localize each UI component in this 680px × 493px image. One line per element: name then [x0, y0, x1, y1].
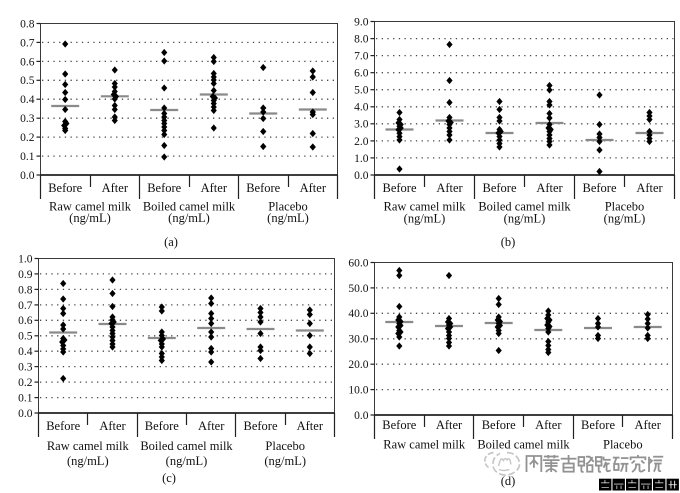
svg-text:Before: Before [482, 181, 516, 195]
svg-text:0.1: 0.1 [18, 392, 33, 404]
svg-text:3.0: 3.0 [354, 119, 369, 131]
svg-text:50.0: 50.0 [348, 283, 368, 295]
svg-text:(ng/mL): (ng/mL) [69, 211, 111, 225]
svg-text:4.0: 4.0 [354, 102, 369, 114]
svg-text:0.0: 0.0 [354, 170, 369, 182]
svg-text:6.0: 6.0 [354, 68, 369, 80]
svg-text:8.0: 8.0 [354, 34, 369, 46]
svg-text:(ng/mL): (ng/mL) [166, 454, 208, 468]
svg-text:0.0: 0.0 [354, 410, 369, 422]
svg-text:Before: Before [246, 181, 280, 195]
svg-text:20.0: 20.0 [348, 359, 368, 371]
svg-text:0.8: 0.8 [18, 284, 33, 296]
svg-text:0.3: 0.3 [20, 113, 35, 125]
svg-text:Before: Before [581, 418, 615, 432]
svg-text:Placebo: Placebo [268, 200, 308, 214]
svg-text:After: After [636, 181, 663, 195]
svg-text:Before: Before [582, 181, 616, 195]
svg-text:Placebo: Placebo [265, 439, 305, 453]
svg-text:0.5: 0.5 [20, 75, 35, 87]
svg-text:After: After [201, 181, 228, 195]
svg-text:(ng/mL): (ng/mL) [67, 454, 109, 468]
svg-text:After: After [436, 181, 463, 195]
svg-text:Raw camel milk: Raw camel milk [383, 438, 466, 452]
svg-text:0.0: 0.0 [20, 170, 35, 182]
svg-text:5.0: 5.0 [354, 85, 369, 97]
svg-text:Before: Before [46, 419, 80, 433]
svg-text:1.0: 1.0 [18, 253, 33, 265]
svg-text:0.9: 0.9 [18, 269, 33, 281]
svg-text:Before: Before [382, 418, 416, 432]
svg-text:0.6: 0.6 [20, 56, 35, 68]
svg-text:Raw camel milk: Raw camel milk [384, 200, 467, 214]
svg-text:(ng/mL): (ng/mL) [267, 211, 309, 225]
svg-text:Placebo: Placebo [605, 200, 645, 214]
svg-text:Before: Before [145, 419, 179, 433]
svg-text:Before: Before [147, 181, 181, 195]
svg-text:Before: Before [382, 181, 416, 195]
svg-text:0.7: 0.7 [20, 37, 35, 49]
svg-text:After: After [300, 181, 327, 195]
svg-text:0.4: 0.4 [20, 94, 35, 106]
svg-text:After: After [436, 418, 463, 432]
svg-text:(ng/mL): (ng/mL) [604, 212, 646, 226]
svg-text:0.2: 0.2 [18, 377, 33, 389]
svg-text:0.2: 0.2 [20, 132, 35, 144]
svg-text:After: After [198, 419, 225, 433]
svg-text:40.0: 40.0 [348, 308, 368, 320]
svg-text:0.1: 0.1 [20, 151, 35, 163]
svg-text:(c): (c) [162, 471, 176, 485]
svg-text:Before: Before [243, 419, 277, 433]
svg-text:0.4: 0.4 [18, 346, 33, 358]
svg-text:After: After [102, 181, 129, 195]
svg-text:0.3: 0.3 [18, 362, 33, 374]
svg-text:0.6: 0.6 [18, 315, 33, 327]
svg-text:Boiled camel milk: Boiled camel milk [143, 200, 236, 214]
svg-text:After: After [535, 418, 562, 432]
svg-text:1.0: 1.0 [354, 153, 369, 165]
svg-text:(d): (d) [501, 474, 516, 488]
svg-text:10.0: 10.0 [348, 385, 368, 397]
svg-text:Before: Before [48, 181, 82, 195]
svg-text:Before: Before [482, 418, 516, 432]
svg-text:After: After [536, 181, 563, 195]
svg-text:After: After [297, 419, 324, 433]
svg-text:Raw camel milk: Raw camel milk [47, 439, 130, 453]
svg-text:(ng/mL): (ng/mL) [404, 212, 446, 226]
svg-text:After: After [99, 419, 126, 433]
svg-text:9.0: 9.0 [354, 16, 369, 28]
svg-text:Boiled camel milk: Boiled camel milk [140, 439, 233, 453]
svg-text:(ng/mL): (ng/mL) [504, 212, 546, 226]
svg-text:After: After [635, 418, 662, 432]
svg-text:0.5: 0.5 [18, 331, 33, 343]
svg-text:Boiled camel milk: Boiled camel milk [478, 200, 571, 214]
svg-text:30.0: 30.0 [348, 334, 368, 346]
svg-text:(a): (a) [164, 235, 178, 249]
svg-text:(ng/mL): (ng/mL) [168, 211, 210, 225]
svg-text:60.0: 60.0 [348, 257, 368, 269]
svg-text:7.0: 7.0 [354, 51, 369, 63]
svg-text:Placebo: Placebo [603, 438, 643, 452]
svg-text:Boiled camel milk: Boiled camel milk [477, 438, 570, 452]
svg-text:2.0: 2.0 [354, 136, 369, 148]
svg-text:0.8: 0.8 [20, 18, 35, 30]
svg-text:0.0: 0.0 [18, 408, 33, 420]
svg-text:0.7: 0.7 [18, 300, 33, 312]
svg-text:Raw camel milk: Raw camel milk [49, 200, 132, 214]
svg-text:(ng/mL): (ng/mL) [264, 454, 306, 468]
svg-text:(b): (b) [501, 235, 516, 249]
